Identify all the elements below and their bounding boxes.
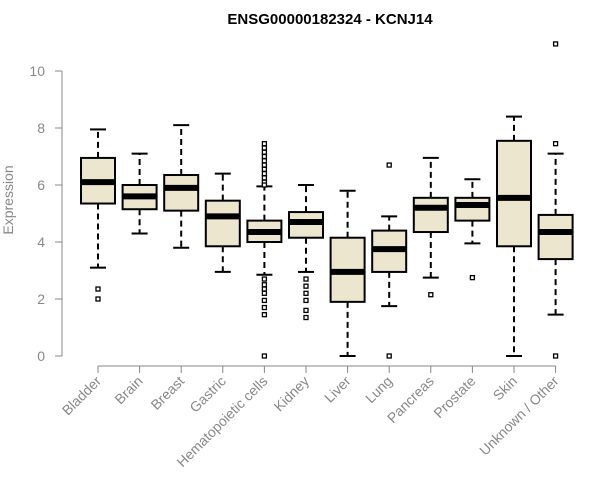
- x-tick-label: Lung: [362, 373, 395, 406]
- x-tick-label: Kidney: [271, 373, 313, 415]
- box-skin: [496, 115, 532, 357]
- y-tick-label: 10: [29, 63, 45, 79]
- x-tick-label: Brain: [111, 373, 145, 407]
- outlier-point: [261, 304, 268, 311]
- box-iqr: [163, 174, 200, 212]
- box-lung: [371, 162, 408, 359]
- x-tick-label: Breast: [147, 373, 187, 413]
- outlier-point: [261, 312, 268, 318]
- box-breast: [163, 124, 200, 249]
- outlier-point: [386, 162, 392, 168]
- outlier-point: [261, 353, 268, 359]
- outlier-point: [303, 307, 309, 314]
- outlier-point: [552, 41, 559, 47]
- y-axis-label: Expression: [0, 165, 16, 234]
- box-prostate: [454, 178, 491, 281]
- outlier-point: [261, 153, 268, 160]
- x-tick-label: Unknown / Other: [476, 373, 562, 459]
- x-tick-label: Bladder: [59, 373, 105, 419]
- box-iqr: [537, 213, 574, 261]
- boxes: [80, 41, 574, 359]
- outlier-point: [95, 286, 101, 292]
- outlier-point: [95, 296, 101, 302]
- outlier-point: [261, 282, 268, 288]
- box-iqr: [412, 196, 449, 234]
- chart-title: ENSG00000182324 - KCNJ14: [227, 11, 433, 28]
- box-iqr: [204, 199, 241, 248]
- box-bladder: [80, 128, 116, 302]
- box-unknown-other: [537, 41, 574, 359]
- outlier-point: [261, 166, 268, 172]
- outlier-point: [261, 276, 268, 282]
- box-iqr: [454, 196, 491, 222]
- x-tick-label: Skin: [490, 373, 521, 404]
- outlier-point: [303, 276, 309, 282]
- box-iqr: [496, 139, 532, 248]
- outlier-point: [428, 292, 434, 298]
- x-tick-label: Liver: [321, 373, 354, 406]
- outlier-point: [261, 149, 268, 155]
- outlier-point: [261, 141, 268, 147]
- box-kidney: [288, 184, 324, 321]
- y-tick-label: 8: [37, 120, 45, 136]
- axes: 0 2 4 6 8 10: [29, 63, 557, 373]
- x-tick-label: Prostate: [430, 373, 478, 421]
- outlier-point: [261, 175, 268, 181]
- outlier-point: [261, 145, 268, 151]
- outlier-point: [303, 314, 309, 321]
- box-liver: [329, 189, 366, 357]
- outlier-point: [261, 162, 268, 168]
- outlier-point: [261, 297, 268, 304]
- outlier-point: [303, 290, 309, 296]
- box-brain: [121, 152, 158, 235]
- y-tick-label: 6: [37, 177, 45, 193]
- y-tick-label: 0: [37, 348, 45, 364]
- box-gastric: [204, 172, 241, 273]
- outlier-point: [552, 141, 559, 147]
- y-tick-label: 2: [37, 291, 45, 307]
- outlier-point: [303, 297, 309, 304]
- outlier-point: [261, 182, 268, 188]
- outlier-point: [386, 353, 392, 359]
- outlier-point: [261, 170, 268, 177]
- y-tick-label: 4: [37, 234, 45, 250]
- outlier-point: [469, 274, 476, 281]
- outlier-point: [552, 353, 559, 359]
- outlier-point: [261, 290, 268, 296]
- outlier-point: [261, 286, 268, 292]
- box-hematopoietic-cells: [246, 141, 283, 359]
- box-pancreas: [412, 156, 449, 298]
- outlier-point: [303, 283, 309, 289]
- outlier-point: [261, 158, 268, 164]
